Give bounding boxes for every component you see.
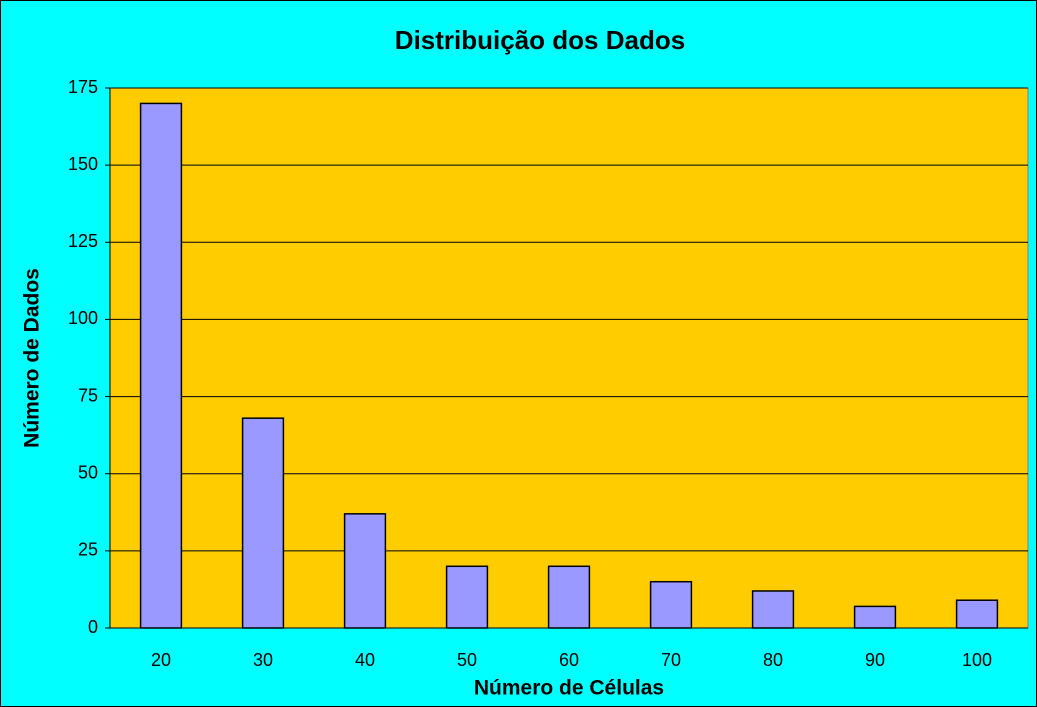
bar <box>139 102 183 629</box>
bar <box>955 599 999 629</box>
y-tick-label: 150 <box>68 154 98 174</box>
x-axis-title: Número de Células <box>474 677 664 700</box>
x-tick-label: 20 <box>151 650 171 670</box>
x-tick-label: 80 <box>763 650 783 670</box>
y-axis-title: Número de Dados <box>21 268 44 448</box>
x-tick-label: 60 <box>559 650 579 670</box>
y-tick-label: 50 <box>78 462 98 482</box>
x-tick-label: 70 <box>661 650 681 670</box>
y-tick-label: 25 <box>78 540 98 560</box>
y-tick-label: 75 <box>78 385 98 405</box>
bar <box>547 565 591 629</box>
chart-title: Distribuição dos Dados <box>395 25 685 55</box>
bar <box>751 590 795 629</box>
bar <box>343 513 387 629</box>
bar <box>241 417 285 629</box>
x-tick-label: 30 <box>253 650 273 670</box>
bar <box>445 565 489 629</box>
x-tick-label: 100 <box>962 650 992 670</box>
y-tick-label: 175 <box>68 77 98 97</box>
y-tick-label: 100 <box>68 308 98 328</box>
bar <box>649 580 693 629</box>
y-tick-label: 0 <box>88 617 98 637</box>
x-tick-label: 50 <box>457 650 477 670</box>
bar <box>853 605 897 629</box>
y-tick-label: 125 <box>68 231 98 251</box>
x-tick-label: 90 <box>865 650 885 670</box>
x-tick-label: 40 <box>355 650 375 670</box>
